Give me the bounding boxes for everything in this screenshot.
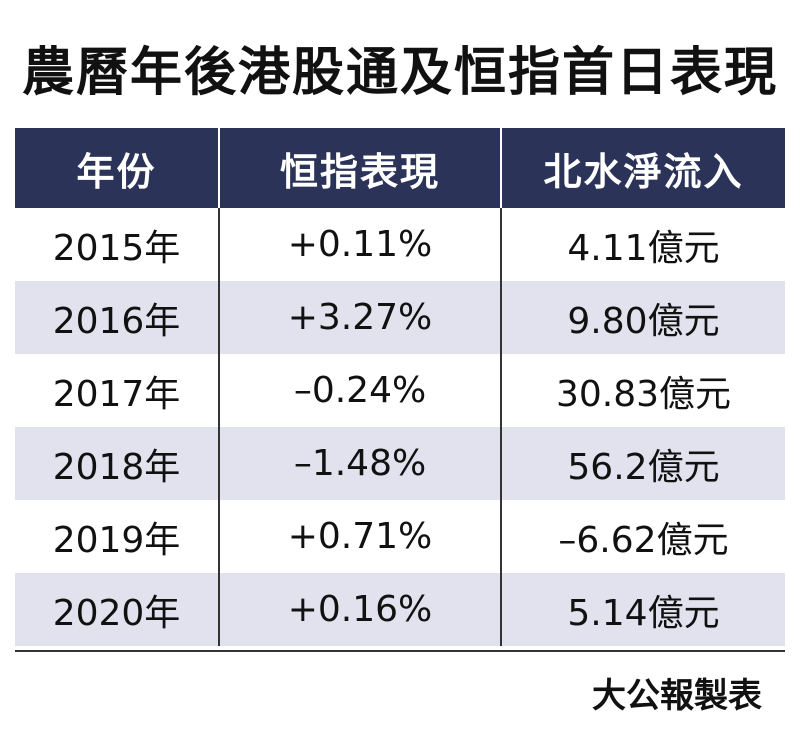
table-row: 2015年 +0.11% 4.11億元 (15, 208, 785, 281)
table-cell: +0.71% (218, 500, 500, 573)
header-cell: 年份 (76, 149, 157, 194)
table-cell: 2017年 (52, 373, 181, 415)
header-row: 年份 恒指表現 北水淨流入 (15, 128, 785, 208)
table-cell: 56.2億元 (500, 427, 785, 500)
table-cell: –6.62億元 (500, 500, 785, 573)
table-row: 2019年 +0.71% –6.62億元 (15, 500, 785, 573)
table-cell: 2016年 (52, 300, 181, 342)
table-cell: 2015年 (52, 227, 181, 269)
table-cell: 30.83億元 (500, 354, 785, 427)
credit: 大公報製表 (592, 676, 762, 716)
table-cell: 5.14億元 (500, 573, 785, 646)
table-row: 2017年 –0.24% 30.83億元 (15, 354, 785, 427)
header-cell: 恒指表現 (218, 128, 500, 208)
table-row: 2020年 +0.16% 5.14億元 (15, 573, 785, 646)
table-cell: +0.11% (218, 208, 500, 281)
table-row: 2016年 +3.27% 9.80億元 (15, 281, 785, 354)
title: 農曆年後港股通及恒指首日表現 (21, 43, 778, 103)
table-rule (15, 650, 785, 652)
table: 年份 恒指表現 北水淨流入 2015年 +0.11% 4.11億元 2016年 +3.27% 9… (15, 128, 785, 646)
table-cell: +0.16% (218, 573, 500, 646)
table-cell: +3.27% (218, 281, 500, 354)
table-row: 2018年 –1.48% 56.2億元 (15, 427, 785, 500)
table-cell: 2018年 (52, 446, 181, 488)
table-cell: –0.24% (218, 354, 500, 427)
table-cell: 4.11億元 (500, 208, 785, 281)
table-cell: 2019年 (52, 519, 181, 561)
header-cell: 北水淨流入 (500, 128, 785, 208)
table-cell: 2020年 (52, 592, 181, 634)
table-cell: –1.48% (218, 427, 500, 500)
table-cell: 9.80億元 (500, 281, 785, 354)
